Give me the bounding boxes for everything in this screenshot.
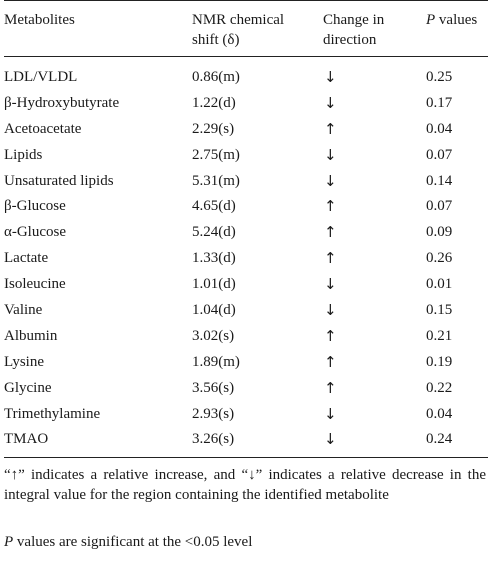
header-p-rest: values — [435, 12, 478, 28]
footnote-arrows: “↑” indicates a relative increase, and “… — [4, 467, 486, 503]
header-p-values: P values — [426, 10, 477, 30]
footnote-p-italic: P — [4, 534, 14, 550]
cell-nmr-shift: 2.75(m) — [192, 146, 240, 163]
cell-direction: ↑ — [324, 352, 337, 371]
cell-direction: ↓ — [324, 171, 337, 190]
table-bottom-rule — [4, 457, 488, 458]
cell-metabolite: LDL/VLDL — [4, 69, 78, 85]
cell-nmr-shift: 5.24(d) — [192, 224, 236, 241]
cell-metabolite: Valine — [4, 302, 43, 319]
header-direction-line1: Change in — [323, 12, 385, 28]
table-header-rule — [4, 56, 488, 57]
cell-p-value: 0.07 — [426, 198, 453, 215]
cell-direction: ↑ — [324, 249, 337, 268]
cell-p-value: 0.14 — [426, 172, 453, 189]
cell-nmr-shift: 5.31(m) — [192, 172, 240, 189]
table-row: Valine 1.04(d) ↓ 0.15 — [4, 299, 488, 325]
cell-nmr-shift: 3.56(s) — [192, 379, 235, 396]
cell-direction: ↓ — [324, 68, 337, 86]
table-top-rule — [4, 0, 488, 1]
table-row: Acetoacetate 2.29(s) ↑ 0.04 — [4, 118, 488, 144]
table-row: Unsaturated lipids 5.31(m) ↓ 0.14 — [4, 170, 488, 196]
header-metabolites: Metabolites — [4, 12, 75, 28]
footnote-significance: P values are significant at the <0.05 le… — [4, 533, 486, 553]
cell-p-value: 0.07 — [426, 146, 453, 163]
cell-nmr-shift: 1.22(d) — [192, 94, 236, 111]
cell-p-value: 0.21 — [426, 327, 453, 344]
header-nmr-shift-line2: shift (δ) — [192, 32, 240, 48]
cell-metabolite: Isoleucine — [4, 276, 66, 293]
table-row: Lysine 1.89(m) ↑ 0.19 — [4, 351, 488, 377]
cell-metabolite: Trimethylamine — [4, 405, 101, 422]
cell-direction: ↑ — [324, 223, 337, 242]
cell-direction: ↑ — [324, 378, 337, 397]
cell-p-value: 0.01 — [426, 276, 453, 293]
cell-metabolite: Glycine — [4, 379, 52, 396]
cell-nmr-shift: 1.04(d) — [192, 302, 236, 319]
table-row: Glycine 3.56(s) ↑ 0.22 — [4, 377, 488, 403]
header-p-italic: P — [426, 12, 436, 28]
cell-direction: ↓ — [324, 301, 337, 320]
cell-nmr-shift: 3.26(s) — [192, 431, 235, 448]
cell-nmr-shift: 1.01(d) — [192, 276, 236, 293]
cell-metabolite: Unsaturated lipids — [4, 172, 114, 189]
cell-p-value: 0.15 — [426, 302, 453, 319]
cell-direction: ↓ — [324, 430, 337, 449]
cell-metabolite: Lactate — [4, 250, 49, 267]
cell-p-value: 0.25 — [426, 69, 453, 85]
cell-metabolite: TMAO — [4, 431, 49, 448]
cell-direction: ↓ — [324, 275, 337, 294]
cell-nmr-shift: 3.02(s) — [192, 327, 235, 344]
cell-direction: ↑ — [324, 119, 337, 138]
cell-metabolite: Albumin — [4, 327, 58, 344]
footnote-p-rest: values are significant at the <0.05 leve… — [13, 534, 253, 550]
cell-p-value: 0.09 — [426, 224, 453, 241]
table-row: Lipids 2.75(m) ↓ 0.07 — [4, 144, 488, 170]
table-row: Lactate 1.33(d) ↑ 0.26 — [4, 247, 488, 273]
cell-nmr-shift: 2.93(s) — [192, 405, 235, 422]
cell-metabolite: Lipids — [4, 146, 43, 163]
cell-direction: ↑ — [324, 326, 337, 345]
table-row: Albumin 3.02(s) ↑ 0.21 — [4, 325, 488, 351]
cell-nmr-shift: 1.89(m) — [192, 353, 240, 370]
cell-direction: ↑ — [324, 197, 337, 216]
cell-p-value: 0.24 — [426, 431, 453, 448]
header-change-direction: Change in direction — [323, 10, 384, 50]
table-row: β-Glucose 4.65(d) ↑ 0.07 — [4, 195, 488, 221]
cell-p-value: 0.19 — [426, 353, 453, 370]
header-nmr-shift: NMR chemical shift (δ) — [192, 10, 284, 50]
cell-metabolite: α-Glucose — [4, 224, 67, 241]
cell-direction: ↓ — [324, 93, 337, 112]
cell-p-value: 0.22 — [426, 379, 453, 396]
cell-direction: ↓ — [324, 404, 337, 423]
table-row: TMAO 3.26(s) ↓ 0.24 — [4, 428, 488, 454]
cell-nmr-shift: 0.86(m) — [192, 69, 240, 85]
table-row: β-Hydroxybutyrate 1.22(d) ↓ 0.17 — [4, 92, 488, 118]
cell-direction: ↓ — [324, 145, 337, 164]
cell-p-value: 0.04 — [426, 120, 453, 137]
header-nmr-shift-line1: NMR chemical — [192, 12, 285, 28]
cell-metabolite: Lysine — [4, 353, 44, 370]
cell-metabolite: Acetoacetate — [4, 120, 82, 137]
table-row: Isoleucine 1.01(d) ↓ 0.01 — [4, 273, 488, 299]
table-row: Trimethylamine 2.93(s) ↓ 0.04 — [4, 403, 488, 429]
cell-p-value: 0.04 — [426, 405, 453, 422]
cell-metabolite: β-Hydroxybutyrate — [4, 94, 120, 111]
table-header: Metabolites NMR chemical shift (δ) Chang… — [4, 10, 488, 50]
cell-nmr-shift: 1.33(d) — [192, 250, 236, 267]
cell-p-value: 0.17 — [426, 94, 453, 111]
header-direction-line2: direction — [323, 32, 377, 48]
cell-p-value: 0.26 — [426, 250, 453, 267]
cell-nmr-shift: 4.65(d) — [192, 198, 236, 215]
table-row: α-Glucose 5.24(d) ↑ 0.09 — [4, 221, 488, 247]
cell-metabolite: β-Glucose — [4, 198, 66, 215]
table-body: LDL/VLDL 0.86(m) ↓ 0.25 β-Hydroxybutyrate 1.2… — [4, 66, 488, 454]
cell-nmr-shift: 2.29(s) — [192, 120, 235, 137]
table-row: LDL/VLDL 0.86(m) ↓ 0.25 — [4, 66, 488, 92]
